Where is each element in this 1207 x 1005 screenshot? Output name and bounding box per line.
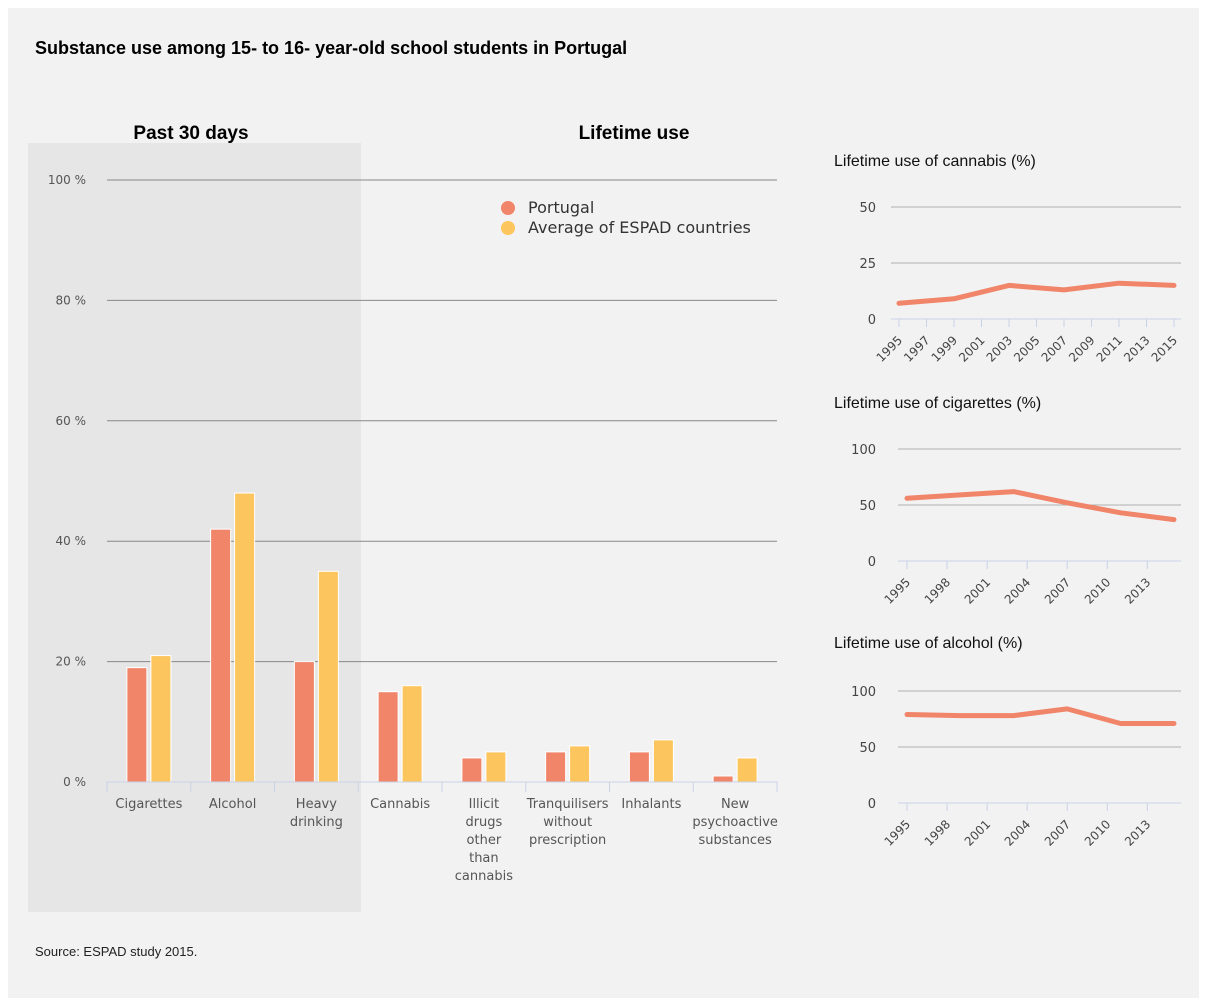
trend-line-cannabis: [896, 280, 1177, 306]
section-label-past-30-days: Past 30 days: [133, 123, 248, 144]
mini-x-tick-label: 1999: [929, 333, 960, 364]
mini-x-tick-label: 2003: [984, 333, 1015, 364]
mini-x-tick-label: 1998: [922, 575, 953, 606]
mini-x-tick-label: 1995: [874, 333, 905, 364]
mini-x-tick-label: 1995: [882, 575, 913, 606]
category-label: Heavy drinking: [290, 797, 343, 830]
mini-x-tick-label: 2007: [1042, 575, 1073, 606]
mini-y-tick-label: 50: [859, 499, 876, 514]
bar-espad-average: [401, 685, 423, 783]
source-note: Source: ESPAD study 2015.: [35, 944, 198, 959]
bar-espad-average: [317, 570, 339, 783]
mini-y-tick-label: 0: [868, 555, 876, 570]
bar-portugal: [377, 691, 399, 783]
mini-y-tick-label: 100: [851, 685, 876, 700]
mini-x-tick-label: 2013: [1122, 817, 1153, 848]
y-tick-label: 60 %: [56, 414, 87, 428]
category-label: Cannabis: [370, 797, 430, 812]
y-tick-label: 0 %: [63, 775, 86, 789]
bar-espad-average: [652, 739, 674, 783]
legend-marker-portugal: [501, 201, 515, 215]
category-label: Inhalants: [621, 797, 681, 812]
category-label: Cigarettes: [115, 797, 182, 812]
mini-x-tick-label: 2013: [1122, 575, 1153, 606]
mini-x-tick-label: 2013: [1121, 333, 1152, 364]
bar-espad-average: [736, 757, 758, 783]
past-30-days-shade: [28, 143, 361, 912]
mini-x-tick-label: 2009: [1066, 333, 1097, 364]
mini-x-tick-label: 2015: [1149, 333, 1180, 364]
mini-chart-title-cannabis: Lifetime use of cannabis (%): [834, 153, 1036, 170]
bar-portugal: [293, 661, 315, 783]
mini-x-tick-label: 1997: [901, 333, 932, 364]
mini-y-tick-label: 25: [859, 257, 876, 272]
bar-espad-average: [569, 745, 591, 783]
bar-espad-average: [150, 655, 172, 783]
trend-line-alcohol: [904, 706, 1177, 726]
mini-y-tick-label: 50: [859, 201, 876, 216]
category-label: Illicit drugs other than cannabis: [455, 797, 513, 884]
legend-label-espad: Average of ESPAD countries: [528, 218, 751, 237]
mini-x-tick-label: 1995: [882, 817, 913, 848]
legend-label-portugal: Portugal: [528, 198, 594, 217]
mini-y-tick-label: 0: [868, 313, 876, 328]
mini-x-tick-label: 2010: [1082, 575, 1113, 606]
y-tick-label: 20 %: [56, 655, 87, 669]
mini-x-tick-label: 1998: [922, 817, 953, 848]
mini-x-tick-label: 2004: [1002, 575, 1033, 606]
category-label: Alcohol: [209, 797, 256, 812]
mini-x-tick-label: 2007: [1039, 333, 1070, 364]
mini-x-tick-label: 2005: [1011, 333, 1042, 364]
mini-x-tick-label: 2007: [1042, 817, 1073, 848]
chart-title: Substance use among 15- to 16- year-old …: [35, 38, 628, 58]
mini-y-tick-label: 100: [851, 443, 876, 458]
mini-y-tick-label: 0: [868, 797, 876, 812]
bar-portugal: [628, 751, 650, 783]
bar-portugal: [126, 667, 148, 783]
bar-portugal: [712, 775, 734, 783]
legend-marker-espad: [501, 221, 515, 235]
bar-espad-average: [234, 492, 256, 783]
bar-portugal: [461, 757, 483, 783]
mini-x-tick-label: 2001: [962, 817, 993, 848]
mini-chart-title-cigarettes: Lifetime use of cigarettes (%): [834, 395, 1041, 412]
trend-line-cigarettes: [904, 489, 1177, 523]
mini-chart-title-alcohol: Lifetime use of alcohol (%): [834, 635, 1023, 652]
bar-portugal: [210, 528, 232, 783]
mini-x-tick-label: 2004: [1002, 817, 1033, 848]
section-label-lifetime-use: Lifetime use: [579, 123, 690, 144]
mini-x-tick-label: 2001: [962, 575, 993, 606]
bar-portugal: [545, 751, 567, 783]
mini-x-tick-label: 2010: [1082, 817, 1113, 848]
mini-x-tick-label: 2001: [956, 333, 987, 364]
mini-y-tick-label: 50: [859, 741, 876, 756]
y-tick-label: 80 %: [56, 293, 87, 307]
mini-x-tick-label: 2011: [1094, 333, 1125, 364]
category-label: Tranquilisers without prescription: [526, 797, 609, 848]
category-label: New psychoactive substances: [692, 797, 778, 848]
y-tick-label: 40 %: [56, 534, 87, 548]
bar-espad-average: [485, 751, 507, 783]
y-tick-label: 100 %: [48, 173, 86, 187]
